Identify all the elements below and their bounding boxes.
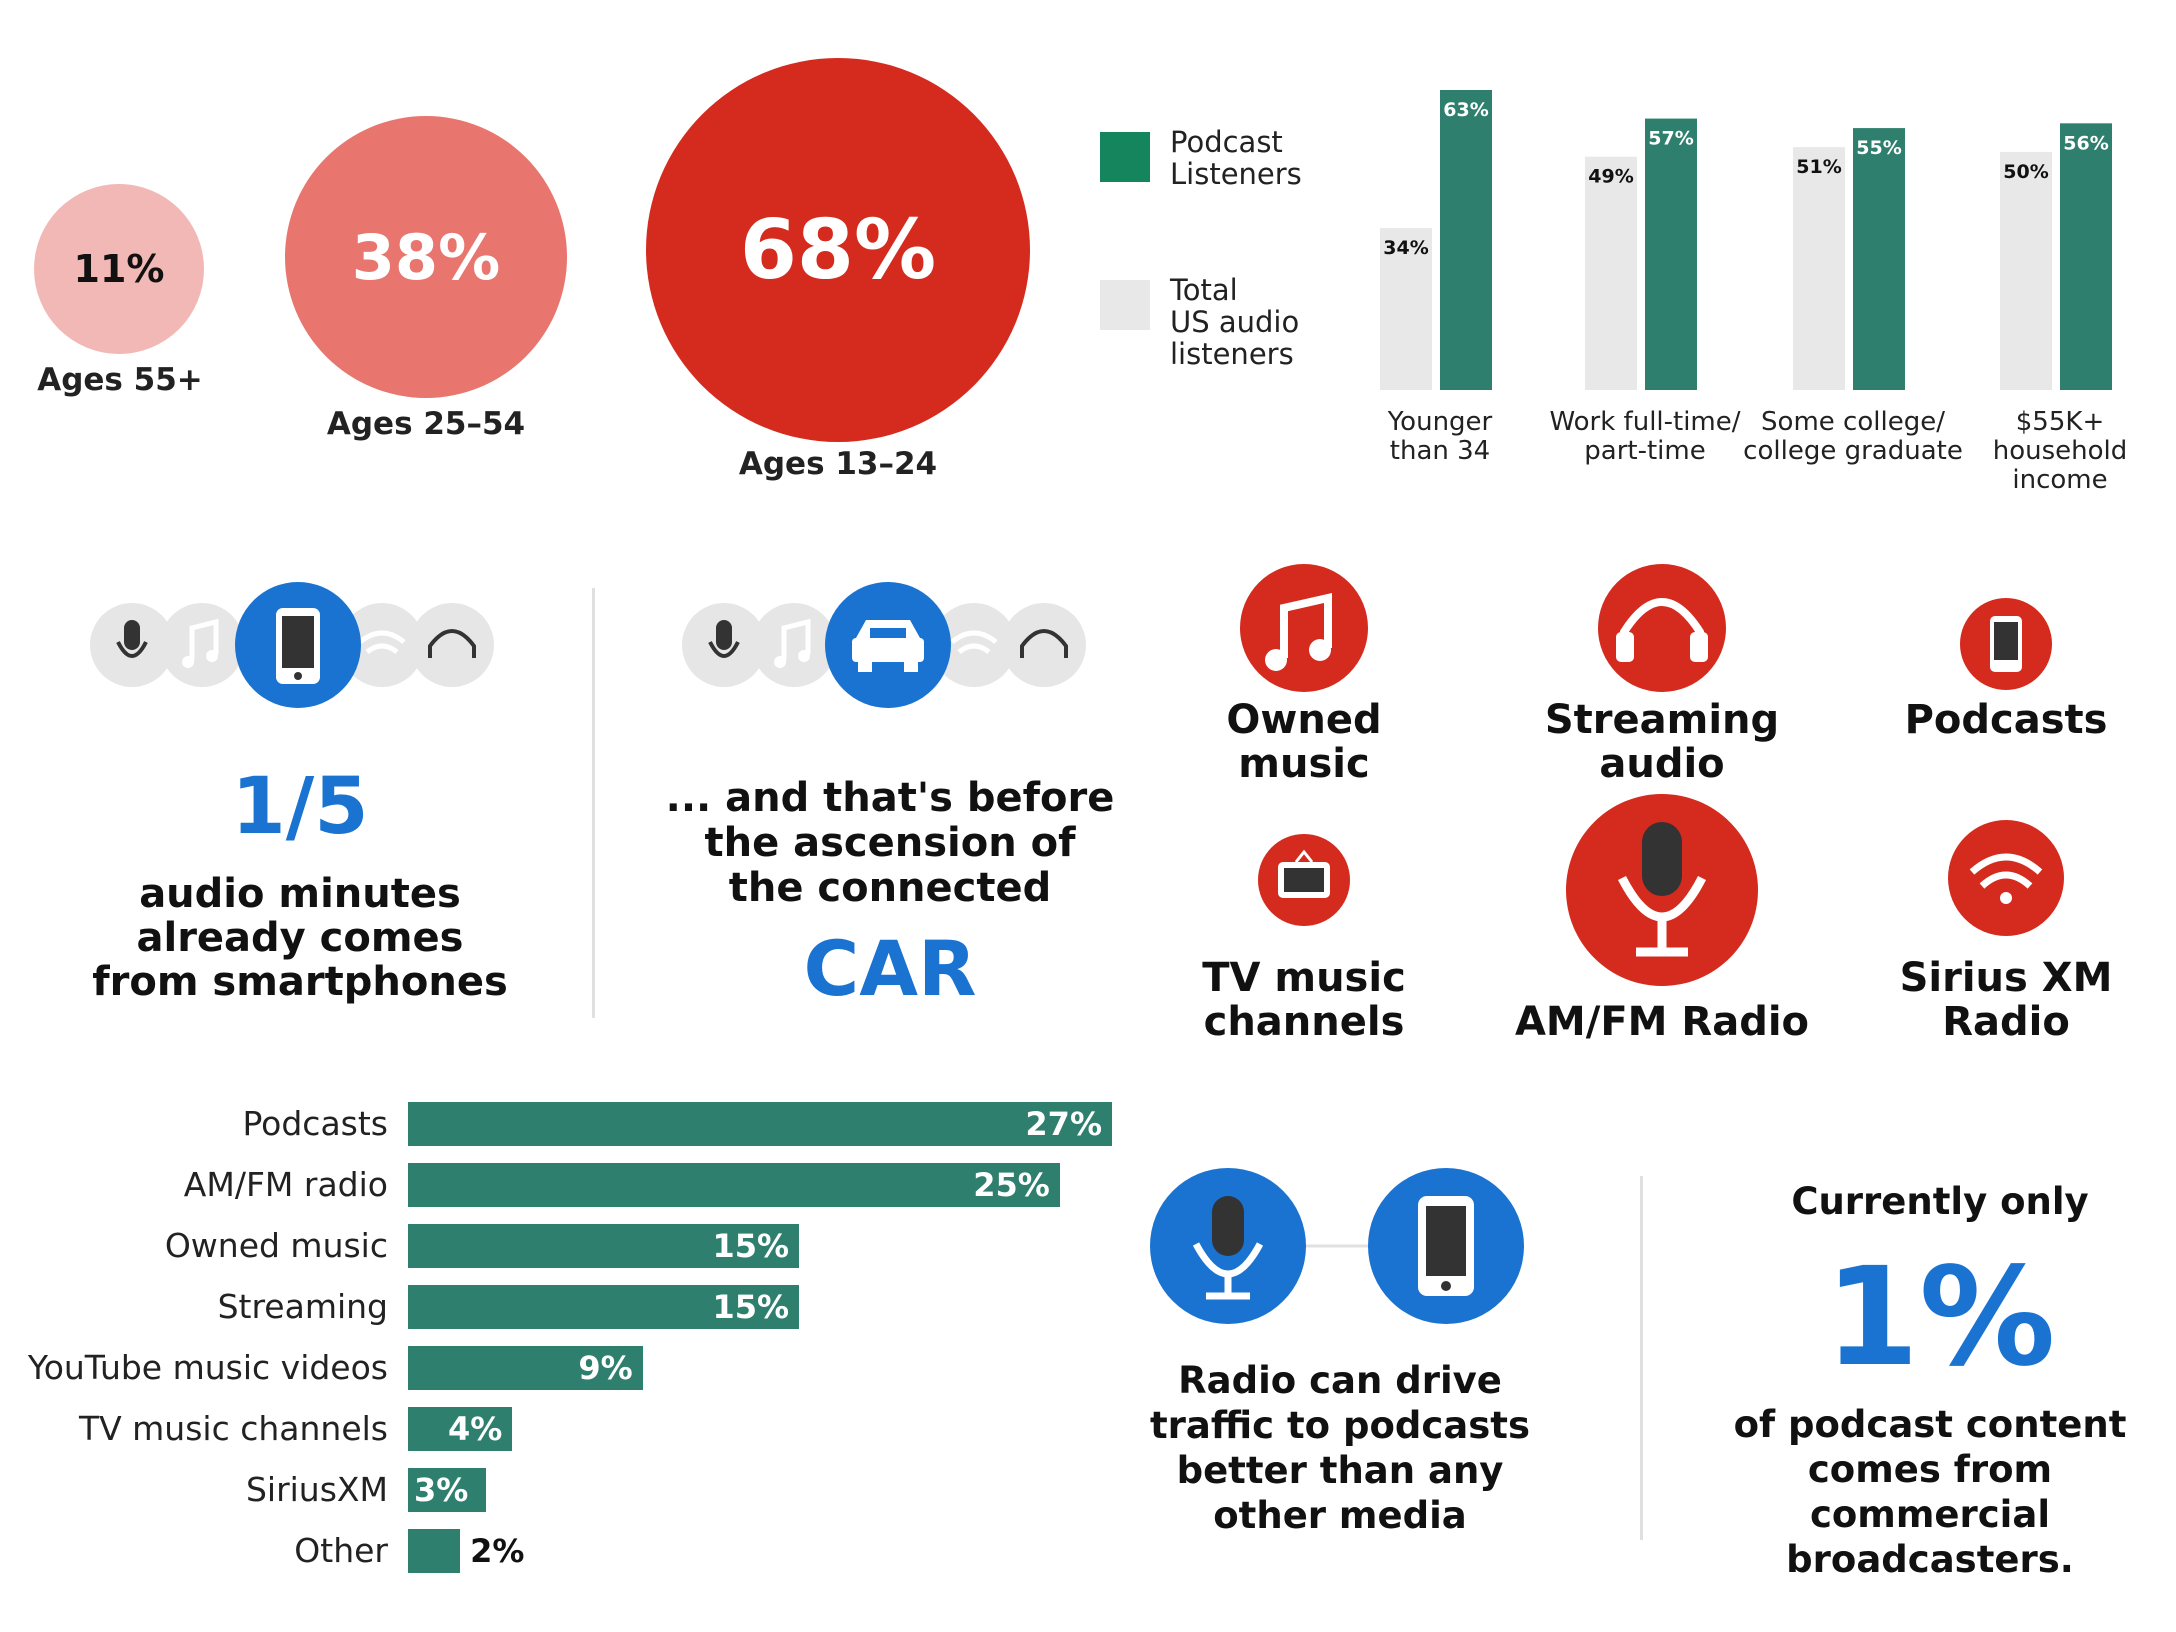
satellite-signal-icon bbox=[1948, 820, 2064, 936]
bar-value-label: 50% bbox=[2003, 161, 2048, 183]
media-label-podcasts: Podcasts bbox=[1904, 697, 2108, 743]
car-stat: CAR bbox=[803, 924, 977, 1013]
hbar-bar bbox=[408, 1346, 643, 1390]
car-text: ... and that's before the ascension of t… bbox=[665, 775, 1115, 911]
legend-label-total: Total US audio listeners bbox=[1170, 273, 1300, 371]
smartphone-icon bbox=[1368, 1168, 1524, 1324]
bar-value-label: 57% bbox=[1648, 128, 1693, 150]
hbar-category-label: Streaming bbox=[217, 1287, 388, 1326]
microphone-icon bbox=[1566, 794, 1758, 986]
category-label: Work full-time/part-time bbox=[1549, 407, 1741, 466]
age-bubble-label: Ages 25–54 bbox=[326, 406, 526, 442]
age-bubble-label: Ages 55+ bbox=[37, 362, 203, 398]
hbar-bar bbox=[408, 1163, 1060, 1207]
hbar-category-label: Other bbox=[294, 1531, 388, 1570]
broadcaster-text: of podcast content comes from commercial… bbox=[1733, 1403, 2127, 1581]
bar-value-label: 56% bbox=[2063, 132, 2108, 154]
hbar-category-label: Podcasts bbox=[242, 1104, 388, 1143]
media-label-streaming-audio: Streaming audio bbox=[1544, 697, 1780, 787]
legend-label-podcast: Podcast Listeners bbox=[1170, 125, 1302, 191]
media-icon-grid bbox=[1240, 564, 2064, 986]
broadcaster-intro: Currently only bbox=[1791, 1180, 2089, 1223]
smartphone-icon bbox=[1960, 598, 2052, 690]
age-bubble-value: 68% bbox=[739, 202, 937, 298]
bar-podcast-listeners bbox=[1440, 90, 1492, 390]
age-bubble-value: 38% bbox=[351, 220, 501, 294]
bar-value-label: 34% bbox=[1383, 237, 1428, 259]
hbar-bar bbox=[408, 1224, 800, 1268]
hbar-value-label: 27% bbox=[1025, 1105, 1102, 1143]
legend-swatch-podcast bbox=[1100, 132, 1150, 182]
hbar-value-label: 25% bbox=[973, 1166, 1050, 1204]
category-label: Younger than 34 bbox=[1387, 407, 1493, 466]
hbar-category-label: TV music channels bbox=[78, 1409, 388, 1448]
hbar-bar bbox=[408, 1468, 487, 1512]
headphones-icon bbox=[410, 603, 494, 687]
age-bubble-value: 11% bbox=[73, 247, 165, 291]
hbar-value-label: 15% bbox=[712, 1288, 790, 1326]
hbar-bar bbox=[408, 1285, 800, 1329]
hbar-bar bbox=[408, 1407, 513, 1451]
hbar-category-label: Owned music bbox=[164, 1226, 388, 1265]
bar-total-us-audio bbox=[1585, 156, 1637, 390]
hbar-value-label: 15% bbox=[712, 1227, 790, 1265]
panel-divider bbox=[1640, 1176, 1643, 1540]
radio-panel-text: Radio can drive traffic to podcasts bett… bbox=[1150, 1359, 1530, 1537]
category-label: Some college/college graduate bbox=[1743, 407, 1963, 466]
hbar-bar bbox=[408, 1529, 461, 1573]
media-label-owned-music: Owned music bbox=[1226, 697, 1382, 787]
tv-icon bbox=[1258, 834, 1350, 926]
panel-divider bbox=[592, 588, 595, 1018]
bar-value-label: 63% bbox=[1443, 99, 1488, 121]
bar-total-us-audio bbox=[1380, 228, 1432, 390]
hbar-bar bbox=[408, 1102, 1112, 1146]
bar-podcast-listeners bbox=[1853, 128, 1905, 390]
music-note-icon bbox=[160, 603, 244, 687]
smartphone-icon-row bbox=[90, 582, 494, 708]
hbar-category-label: AM/FM radio bbox=[183, 1165, 388, 1204]
car-icon-row bbox=[682, 582, 1086, 708]
media-label-sirius-xm-radio: Sirius XM Radio bbox=[1899, 955, 2113, 1045]
radio-to-podcast-icons bbox=[1150, 1168, 1524, 1324]
hbar-value-label: 9% bbox=[578, 1349, 633, 1387]
broadcaster-stat: 1% bbox=[1824, 1239, 2056, 1397]
headphones-icon bbox=[1598, 564, 1726, 692]
bar-value-label: 55% bbox=[1856, 137, 1901, 159]
media-label-am-fm-radio: AM/FM Radio bbox=[1514, 999, 1810, 1045]
age-bubble-label: Ages 13–24 bbox=[738, 446, 938, 482]
hbar-category-label: SiriusXM bbox=[245, 1470, 388, 1509]
legend-swatch-total bbox=[1100, 280, 1150, 330]
age-bubble-55-plus: 11% bbox=[34, 184, 204, 354]
microphone-icon bbox=[1150, 1168, 1306, 1324]
age-bubble-25-54: 38% bbox=[285, 116, 567, 398]
hbar-category-label: YouTube music videos bbox=[27, 1348, 388, 1387]
age-bubble-13-24: 68% bbox=[646, 58, 1030, 442]
smartphone-text: audio minutes already comes from smartph… bbox=[92, 871, 508, 1005]
hbar-value-label: 4% bbox=[447, 1410, 503, 1448]
bar-value-label: 49% bbox=[1588, 166, 1633, 188]
bar-podcast-listeners bbox=[2060, 123, 2112, 390]
category-label: $55K+ household income bbox=[1992, 407, 2128, 495]
music-note-icon bbox=[1240, 564, 1368, 692]
bar-podcast-listeners bbox=[1645, 118, 1697, 391]
bar-value-label: 51% bbox=[1796, 156, 1841, 178]
demographic-bar-chart: 34% 63% 49% 57% 51% 55% 50% 56% bbox=[1380, 90, 2112, 391]
headphones-icon bbox=[1002, 603, 1086, 687]
media-label-tv-music-channels: TV music channels bbox=[1202, 955, 1406, 1045]
hbar-value-label: 3% bbox=[414, 1471, 469, 1509]
music-note-icon bbox=[752, 603, 836, 687]
bar-total-us-audio bbox=[1793, 147, 1845, 390]
smartphone-stat: 1/5 bbox=[231, 762, 369, 852]
hbar-value-label: 2% bbox=[470, 1532, 525, 1570]
bar-total-us-audio bbox=[2000, 151, 2052, 390]
